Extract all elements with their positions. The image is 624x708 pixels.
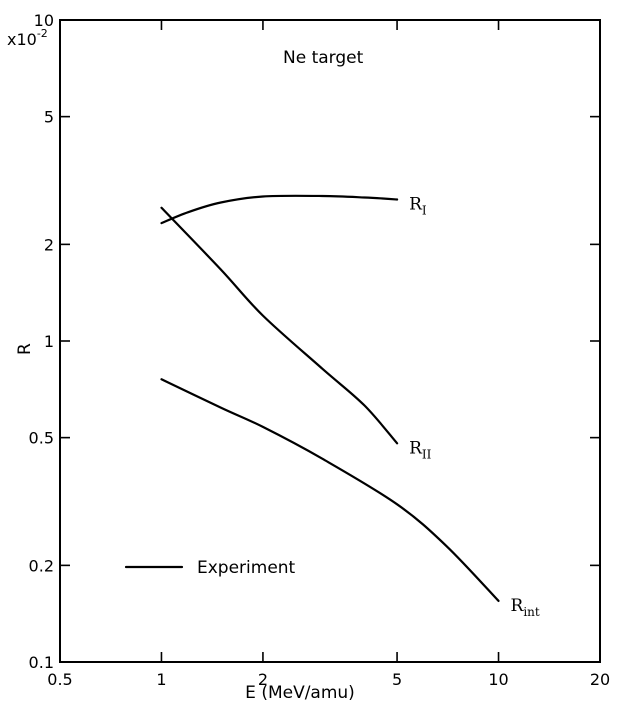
y-tick-label: 0.5 xyxy=(29,429,54,448)
chart-title: Ne target xyxy=(283,48,364,68)
x-tick-label: 2 xyxy=(258,670,268,689)
y-scale-base: x10 xyxy=(7,30,37,49)
y-scale-label: x10-2 xyxy=(7,27,48,49)
y-axis-title: R xyxy=(15,343,35,355)
plot-border xyxy=(59,19,601,663)
plot-frame xyxy=(59,19,601,663)
series-line-3 xyxy=(160,378,500,602)
legend: Experiment xyxy=(124,558,296,578)
y-tick-label: 10 xyxy=(34,11,54,30)
x-tick-label: 0.5 xyxy=(47,670,72,689)
x-tick-label: 10 xyxy=(488,670,508,689)
series-line-2 xyxy=(160,206,399,445)
x-tick-label: 20 xyxy=(590,670,610,689)
series-label-3: Rint xyxy=(511,596,540,619)
x-axis-ticks: 0.5 1 2 5 10 20 xyxy=(47,20,610,689)
series-label-2: RII xyxy=(409,438,432,461)
curves xyxy=(160,194,500,602)
y-tick-label: 0.2 xyxy=(29,556,54,575)
y-tick-label: 5 xyxy=(44,108,54,127)
series-line-1 xyxy=(160,194,399,225)
y-scale-exponent: -2 xyxy=(37,27,48,40)
series-label-1: RI xyxy=(409,194,427,217)
y-tick-label: 2 xyxy=(44,235,54,254)
legend-label: Experiment xyxy=(197,558,296,578)
x-tick-label: 5 xyxy=(392,670,402,689)
y-tick-label: 0.1 xyxy=(29,653,54,672)
y-axis-ticks: 0.1 0.2 0.5 1 2 5 10 xyxy=(29,11,600,672)
series-labels: RI RII Rint xyxy=(409,194,540,618)
x-tick-label: 1 xyxy=(156,670,166,689)
x-axis-title: E (MeV/amu) xyxy=(245,683,355,703)
y-tick-label: 1 xyxy=(44,332,54,351)
